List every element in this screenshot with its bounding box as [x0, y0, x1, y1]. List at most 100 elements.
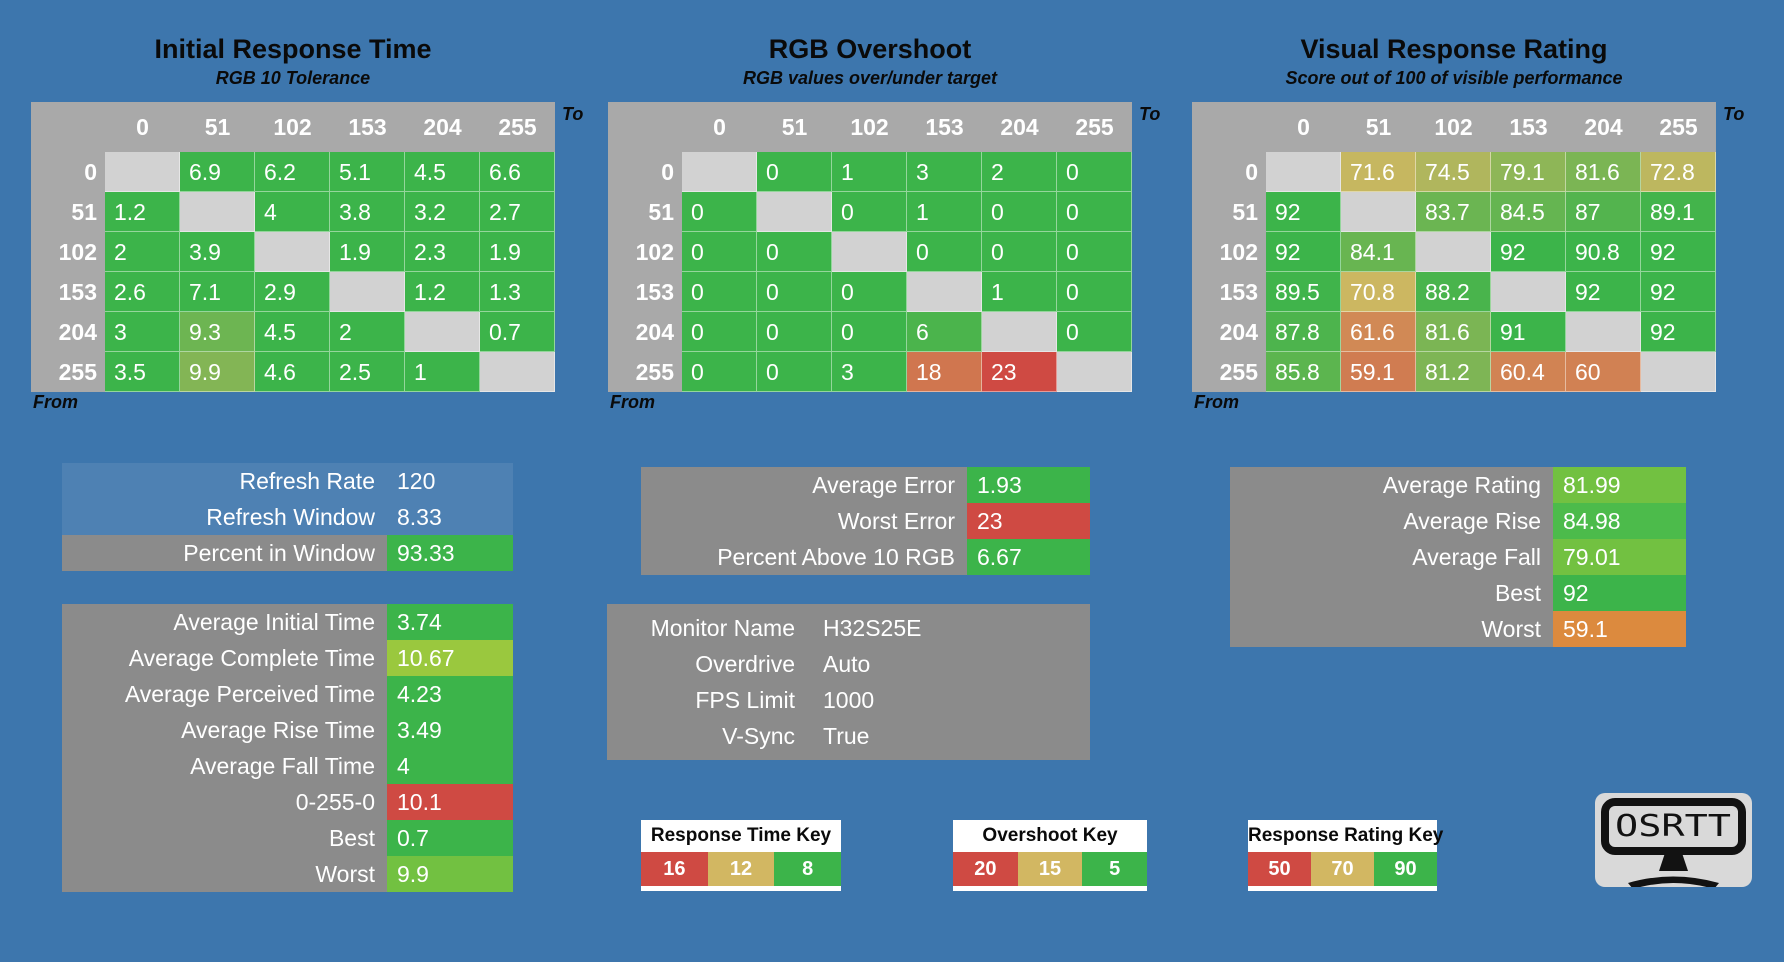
to-axis-label: To — [1139, 104, 1161, 124]
heatmap-cell: 0 — [757, 312, 832, 352]
from-axis-label: From — [1194, 392, 1239, 412]
row-header: 153 — [31, 272, 105, 312]
heatmap-cell: 2 — [982, 152, 1057, 192]
stat-label: Refresh Window — [206, 504, 375, 530]
heatmap-cell: 0 — [982, 232, 1057, 272]
stat-value: 92 — [1553, 575, 1686, 611]
heatmap-cell: 1.2 — [105, 192, 180, 232]
stat-value: 93.33 — [387, 535, 513, 571]
column-header: 204 — [1566, 102, 1641, 152]
response-time-key: Response Time Key 16 12 8 — [641, 820, 842, 891]
heatmap-cell: 0 — [1057, 312, 1132, 352]
column-header: 102 — [832, 102, 907, 152]
heatmap-cell: 9.3 — [180, 312, 255, 352]
heatmap-cell: 6.2 — [255, 152, 330, 192]
key-cells: 20 15 5 — [953, 852, 1148, 886]
chart-subtitle: RGB 10 Tolerance — [215, 68, 371, 88]
heatmap-cell: 60 — [1566, 352, 1641, 392]
key-threshold-cell: 8 — [774, 852, 842, 886]
row-header: 204 — [31, 312, 105, 352]
column-header: 51 — [180, 102, 255, 152]
from-axis-label: From — [33, 392, 78, 412]
heatmap-cell: 84.1 — [1341, 232, 1416, 272]
heatmap-cell: 18 — [907, 352, 982, 392]
heatmap-cell: 59.1 — [1341, 352, 1416, 392]
overshoot-key: Overshoot Key 20 15 5 — [953, 820, 1148, 891]
column-header: 102 — [1416, 102, 1491, 152]
stat-label: Best — [62, 820, 387, 856]
key-threshold-cell: 5 — [1082, 852, 1148, 886]
from-axis-label: From — [610, 392, 655, 412]
heatmap-cell: 0 — [682, 192, 757, 232]
column-header: 153 — [907, 102, 982, 152]
key-title: Response Rating Key — [1248, 820, 1443, 852]
heatmap-cell: 81.6 — [1416, 312, 1491, 352]
heatmap-cell — [480, 352, 555, 392]
time-stat-row: Average Fall Time 4 — [62, 748, 513, 784]
stat-label: Best — [1230, 575, 1553, 611]
heatmap-cell: 3.2 — [405, 192, 480, 232]
heatmap-cell: 2.3 — [405, 232, 480, 272]
heatmap-cell: 2.7 — [480, 192, 555, 232]
heatmap-cell — [1341, 192, 1416, 232]
stat-label: FPS Limit — [695, 687, 795, 713]
row-header: 255 — [608, 352, 682, 392]
column-header: 0 — [682, 102, 757, 152]
logo-text: OSRTT — [1615, 809, 1731, 844]
heatmap-cell — [907, 272, 982, 312]
row-header: 51 — [31, 192, 105, 232]
stat-value: 79.01 — [1553, 539, 1686, 575]
heatmap-cell: 1.9 — [330, 232, 405, 272]
heatmap-cell: 9.9 — [180, 352, 255, 392]
heatmap-cell: 0 — [1057, 272, 1132, 312]
heatmap-cell — [1641, 352, 1716, 392]
stat-value: 10.67 — [387, 640, 513, 676]
heatmap-cell: 83.7 — [1416, 192, 1491, 232]
heatmap-cell: 0 — [832, 192, 907, 232]
stat-value: 0.7 — [387, 820, 513, 856]
rating-stat-row: Average Rise 84.98 — [1230, 503, 1686, 539]
heatmap-cell: 2.6 — [105, 272, 180, 312]
error-stat-row: Average Error 1.93 — [641, 467, 1090, 503]
stat-label: Average Rise — [1230, 503, 1553, 539]
heatmap-cell: 0 — [1057, 232, 1132, 272]
heatmap-cell — [982, 312, 1057, 352]
heatmap-cell: 6.6 — [480, 152, 555, 192]
key-threshold-cell: 12 — [707, 852, 775, 886]
heatmap-corner — [31, 102, 105, 152]
heatmap-cell: 89.1 — [1641, 192, 1716, 232]
heatmap-cell: 2.9 — [255, 272, 330, 312]
to-axis-label: To — [562, 104, 584, 124]
heatmap-cell: 92 — [1641, 312, 1716, 352]
stat-value: 1000 — [823, 687, 875, 713]
heatmap-cell: 90.8 — [1566, 232, 1641, 272]
time-stats-panel: Average Initial Time 3.74 Average Complete… — [62, 604, 513, 892]
heatmap-cell — [1416, 232, 1491, 272]
stat-value: 9.9 — [387, 856, 513, 892]
key-title: Response Time Key — [641, 820, 841, 852]
stat-value: 1.93 — [967, 467, 1090, 503]
chart-title: Visual Response Rating — [1300, 34, 1608, 64]
key-threshold-cell: 90 — [1374, 852, 1437, 886]
heatmap-cell: 7.1 — [180, 272, 255, 312]
stat-label: Percent in Window — [62, 535, 387, 571]
column-header: 153 — [1491, 102, 1566, 152]
stat-label: Worst — [1230, 611, 1553, 647]
row-header: 102 — [31, 232, 105, 272]
heatmap-cell: 0 — [682, 312, 757, 352]
monitor-info-panel: Monitor Name H32S25E Overdrive Auto FPS Limi… — [607, 604, 1090, 760]
refresh-stats-panel: Refresh Rate 120 Refresh Window 8.33 Percent… — [62, 463, 513, 571]
heatmap-cell: 92 — [1266, 232, 1341, 272]
heatmap-cell: 3 — [105, 312, 180, 352]
heatmap-cell: 3.9 — [180, 232, 255, 272]
heatmap-cell: 0 — [832, 312, 907, 352]
stat-value: 3.49 — [387, 712, 513, 748]
heatmap-cell: 72.8 — [1641, 152, 1716, 192]
stat-label: Average Rating — [1230, 467, 1553, 503]
heatmap-cell: 91 — [1491, 312, 1566, 352]
heatmap-cell — [405, 312, 480, 352]
time-stat-row: 0-255-0 10.1 — [62, 784, 513, 820]
stat-label: Average Perceived Time — [62, 676, 387, 712]
row-header: 51 — [608, 192, 682, 232]
heatmap-cell: 70.8 — [1341, 272, 1416, 312]
